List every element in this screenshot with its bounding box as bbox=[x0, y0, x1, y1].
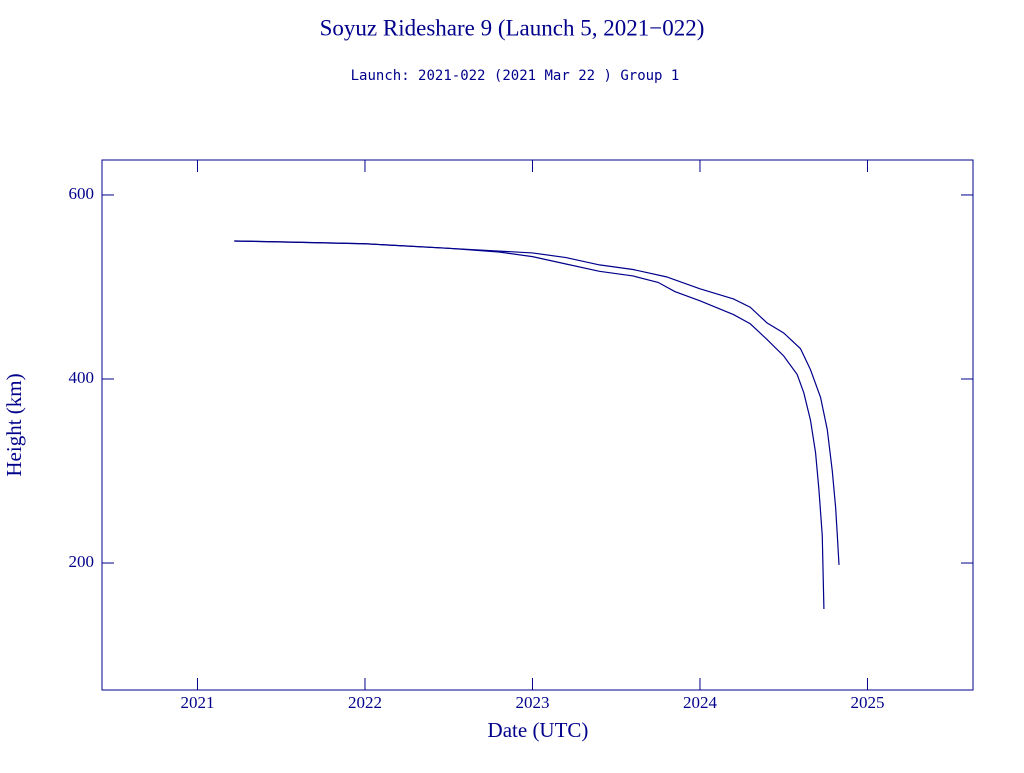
height-line bbox=[234, 240, 840, 565]
x-tick-label: 2023 bbox=[515, 693, 549, 712]
x-axis-label: Date (UTC) bbox=[488, 718, 589, 742]
y-tick-label: 200 bbox=[69, 552, 95, 571]
x-tick-label: 2022 bbox=[348, 693, 382, 712]
plot-frame bbox=[101, 159, 974, 691]
chart-subtitle: Launch: 2021-022 (2021 Mar 22 ) Group 1 bbox=[351, 68, 680, 84]
x-tick-label: 2025 bbox=[850, 693, 884, 712]
y-tick-label: 400 bbox=[69, 368, 95, 387]
y-tick-label: 600 bbox=[69, 184, 95, 203]
y-axis-label: Height (km) bbox=[2, 373, 26, 476]
x-tick-label: 2021 bbox=[180, 693, 214, 712]
x-tick-label: 2024 bbox=[683, 693, 718, 712]
height-line bbox=[234, 240, 825, 610]
chart-title: Soyuz Rideshare 9 (Launch 5, 2021−022) bbox=[320, 15, 705, 40]
